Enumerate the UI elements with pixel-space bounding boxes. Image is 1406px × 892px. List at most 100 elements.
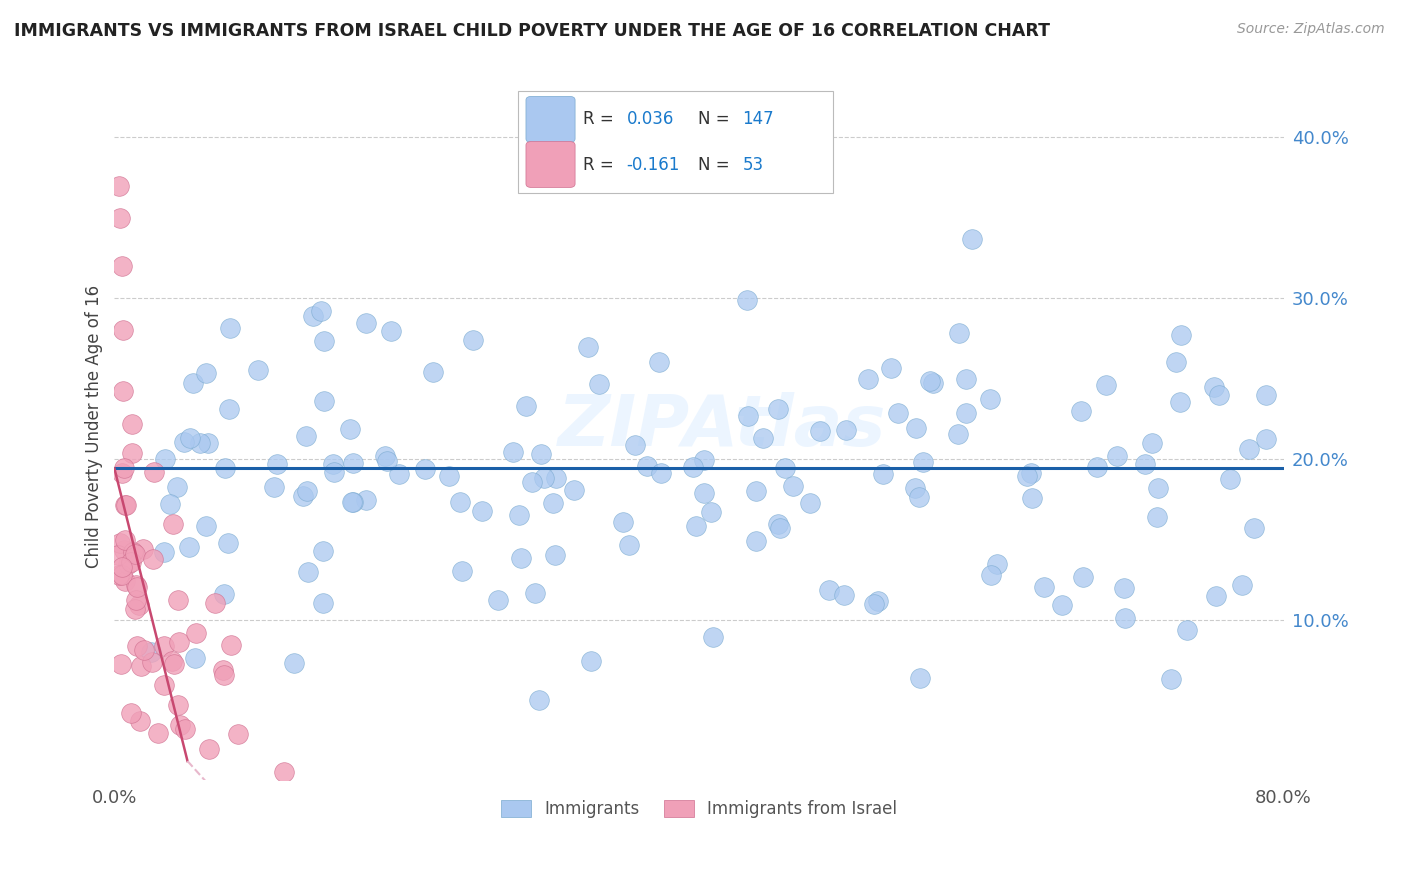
- Point: [184, 651, 207, 665]
- Point: [921, 376, 943, 391]
- Point: [322, 457, 344, 471]
- Point: [159, 497, 181, 511]
- Point: [768, 516, 790, 531]
- Point: [121, 544, 143, 558]
- Point: [439, 469, 461, 483]
- Point: [124, 601, 146, 615]
- Point: [693, 486, 716, 500]
- Point: [179, 540, 201, 554]
- Point: [1146, 509, 1168, 524]
- Point: [422, 366, 444, 380]
- Point: [297, 566, 319, 580]
- Point: [162, 517, 184, 532]
- Point: [181, 376, 204, 391]
- Point: [111, 568, 134, 582]
- Point: [283, 656, 305, 670]
- Point: [808, 424, 831, 438]
- Point: [737, 293, 759, 308]
- Point: [186, 625, 208, 640]
- Point: [214, 460, 236, 475]
- Point: [948, 326, 970, 340]
- Point: [413, 462, 436, 476]
- Point: [533, 471, 555, 485]
- Point: [266, 458, 288, 472]
- Point: [153, 640, 176, 654]
- Point: [387, 467, 409, 482]
- Point: [799, 496, 821, 510]
- Point: [1208, 388, 1230, 402]
- Point: [1114, 582, 1136, 596]
- Point: [131, 541, 153, 556]
- Point: [450, 564, 472, 578]
- Point: [226, 727, 249, 741]
- Point: [112, 542, 135, 557]
- Point: [129, 714, 152, 729]
- Point: [166, 480, 188, 494]
- Point: [904, 481, 927, 495]
- Point: [955, 406, 977, 420]
- Text: R =: R =: [583, 155, 619, 174]
- Text: N =: N =: [697, 111, 735, 128]
- Point: [107, 548, 129, 562]
- Point: [1170, 328, 1192, 343]
- Point: [309, 304, 332, 318]
- Point: [486, 592, 509, 607]
- Point: [515, 399, 537, 413]
- Point: [108, 536, 131, 550]
- Point: [166, 698, 188, 713]
- Point: [960, 232, 983, 246]
- Point: [121, 417, 143, 431]
- Point: [737, 409, 759, 423]
- Point: [173, 434, 195, 449]
- Point: [153, 544, 176, 558]
- Point: [198, 741, 221, 756]
- Text: R =: R =: [583, 111, 619, 128]
- Point: [1160, 673, 1182, 687]
- Point: [312, 394, 335, 409]
- Point: [1168, 395, 1191, 409]
- Point: [911, 454, 934, 468]
- Point: [340, 495, 363, 509]
- Point: [354, 492, 377, 507]
- Point: [375, 453, 398, 467]
- Point: [1133, 457, 1156, 471]
- Point: [524, 586, 547, 600]
- Point: [110, 466, 132, 480]
- Point: [125, 593, 148, 607]
- Point: [986, 557, 1008, 571]
- Point: [858, 372, 880, 386]
- Point: [162, 654, 184, 668]
- Point: [217, 535, 239, 549]
- Point: [114, 498, 136, 512]
- Point: [127, 639, 149, 653]
- Point: [863, 597, 886, 611]
- Point: [148, 726, 170, 740]
- Point: [374, 450, 396, 464]
- Point: [872, 467, 894, 481]
- Point: [111, 259, 134, 273]
- Point: [153, 678, 176, 692]
- Point: [1070, 404, 1092, 418]
- Point: [124, 578, 146, 592]
- Point: [908, 491, 931, 505]
- Point: [166, 593, 188, 607]
- Point: [163, 657, 186, 671]
- Text: Source: ZipAtlas.com: Source: ZipAtlas.com: [1237, 22, 1385, 37]
- Point: [700, 505, 723, 519]
- Point: [342, 494, 364, 508]
- Point: [218, 402, 240, 417]
- Point: [508, 508, 530, 522]
- Text: 147: 147: [742, 111, 773, 128]
- Point: [114, 533, 136, 547]
- Legend: Immigrants, Immigrants from Israel: Immigrants, Immigrants from Israel: [494, 794, 904, 825]
- Point: [648, 355, 671, 369]
- Point: [946, 426, 969, 441]
- Point: [1095, 378, 1118, 392]
- Point: [502, 444, 524, 458]
- Point: [219, 321, 242, 335]
- Point: [1237, 442, 1260, 456]
- Point: [339, 421, 361, 435]
- Point: [380, 324, 402, 338]
- Point: [650, 466, 672, 480]
- Point: [214, 668, 236, 682]
